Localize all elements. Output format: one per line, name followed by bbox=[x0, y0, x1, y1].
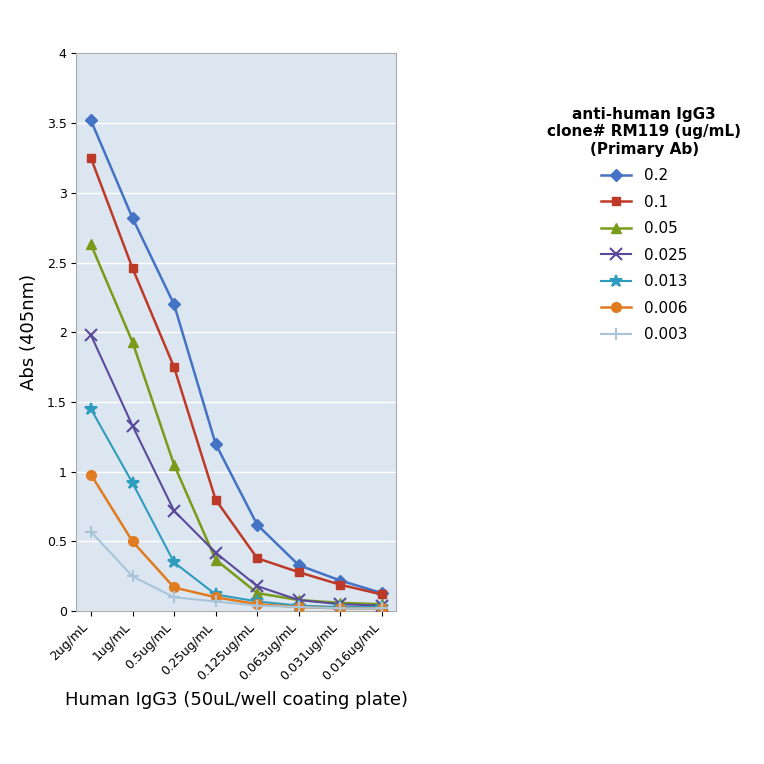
0.05 bbox=[335, 598, 345, 607]
0.013 bbox=[86, 404, 96, 413]
0.003 bbox=[128, 571, 137, 581]
0.013 bbox=[377, 603, 387, 612]
0.025 bbox=[211, 548, 220, 557]
0.003 bbox=[211, 597, 220, 606]
0.05 bbox=[128, 338, 137, 347]
Line: 0.05: 0.05 bbox=[86, 240, 387, 609]
0.2 bbox=[128, 213, 137, 222]
0.006 bbox=[128, 537, 137, 546]
0.05 bbox=[86, 240, 96, 249]
0.013 bbox=[170, 558, 179, 567]
0.025 bbox=[128, 421, 137, 430]
0.1 bbox=[170, 363, 179, 372]
0.1 bbox=[211, 495, 220, 504]
0.025 bbox=[377, 601, 387, 610]
0.006 bbox=[335, 604, 345, 613]
0.006 bbox=[211, 593, 220, 602]
Line: 0.013: 0.013 bbox=[85, 403, 388, 613]
0.013 bbox=[128, 478, 137, 487]
0.006 bbox=[253, 600, 262, 609]
0.2 bbox=[377, 588, 387, 597]
0.003 bbox=[335, 604, 345, 613]
0.003 bbox=[377, 604, 387, 613]
0.003 bbox=[170, 593, 179, 602]
0.006 bbox=[294, 603, 303, 612]
0.013 bbox=[335, 603, 345, 612]
0.025 bbox=[335, 600, 345, 609]
0.025 bbox=[253, 581, 262, 591]
0.1 bbox=[335, 580, 345, 589]
0.003 bbox=[294, 603, 303, 612]
0.05 bbox=[170, 460, 179, 469]
0.2 bbox=[86, 116, 96, 125]
Line: 0.2: 0.2 bbox=[87, 116, 386, 597]
0.025 bbox=[294, 595, 303, 604]
0.05 bbox=[211, 555, 220, 564]
Line: 0.006: 0.006 bbox=[86, 470, 387, 613]
0.2 bbox=[294, 561, 303, 570]
0.2 bbox=[253, 520, 262, 529]
0.013 bbox=[294, 601, 303, 610]
0.2 bbox=[211, 439, 220, 448]
0.05 bbox=[377, 600, 387, 609]
Legend: 0.2, 0.1, 0.05, 0.025, 0.013, 0.006, 0.003: 0.2, 0.1, 0.05, 0.025, 0.013, 0.006, 0.0… bbox=[539, 99, 749, 350]
0.1 bbox=[377, 590, 387, 599]
Line: 0.003: 0.003 bbox=[85, 526, 388, 615]
0.025 bbox=[170, 507, 179, 516]
0.003 bbox=[86, 527, 96, 536]
0.025 bbox=[86, 331, 96, 340]
0.1 bbox=[128, 264, 137, 273]
0.1 bbox=[294, 568, 303, 577]
0.006 bbox=[170, 583, 179, 592]
0.05 bbox=[294, 595, 303, 604]
0.2 bbox=[335, 576, 345, 585]
Line: 0.025: 0.025 bbox=[86, 329, 387, 611]
0.1 bbox=[253, 554, 262, 563]
0.013 bbox=[253, 597, 262, 606]
0.1 bbox=[86, 154, 96, 163]
0.003 bbox=[253, 601, 262, 610]
Line: 0.1: 0.1 bbox=[87, 154, 386, 599]
0.013 bbox=[211, 590, 220, 599]
Y-axis label: Abs (405nm): Abs (405nm) bbox=[21, 274, 38, 390]
0.006 bbox=[377, 604, 387, 613]
X-axis label: Human IgG3 (50uL/well coating plate): Human IgG3 (50uL/well coating plate) bbox=[65, 691, 408, 710]
0.05 bbox=[253, 588, 262, 597]
0.2 bbox=[170, 299, 179, 309]
0.006 bbox=[86, 470, 96, 479]
